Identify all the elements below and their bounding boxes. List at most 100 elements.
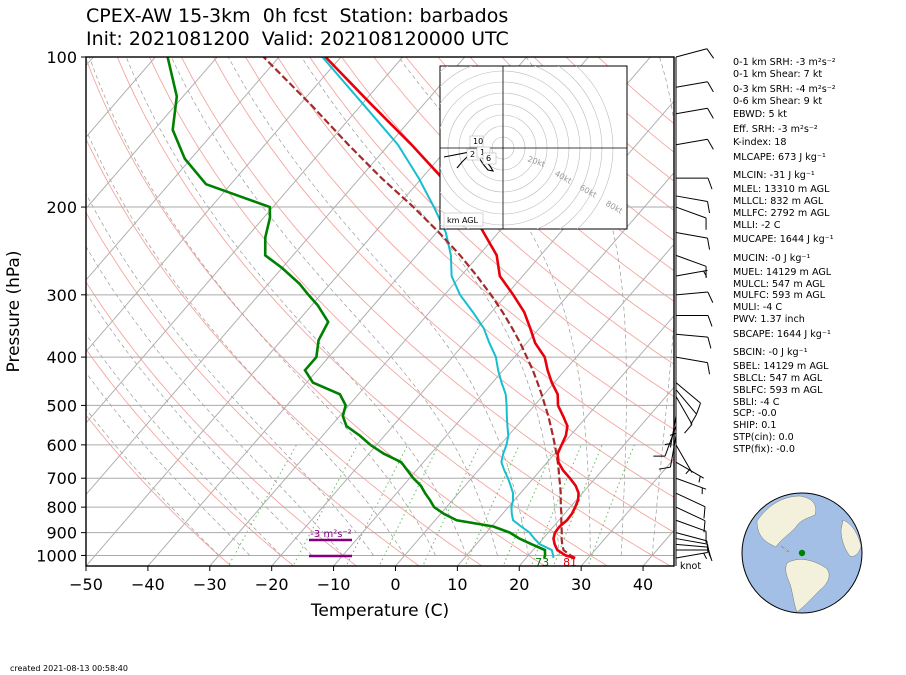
chart-title-line1: CPEX-AW 15-3km 0h fcst Station: barbados bbox=[86, 5, 509, 27]
barb-half-flag bbox=[685, 468, 691, 475]
index-line: MLCAPE: 673 J kg⁻¹ bbox=[733, 152, 826, 163]
globe-central-america bbox=[780, 545, 790, 553]
dewpoint-profile bbox=[166, 57, 547, 559]
index-line: 0-6 km Shear: 9 kt bbox=[733, 96, 823, 107]
mixing-ratio-line bbox=[587, 444, 635, 566]
barb-staff bbox=[675, 389, 697, 415]
barb-flag bbox=[684, 423, 693, 434]
wind-barb bbox=[675, 477, 707, 495]
isotherm bbox=[86, 57, 280, 281]
index-line: MULI: -4 C bbox=[733, 302, 783, 313]
index-line: SBEL: 14129 m AGL bbox=[733, 361, 829, 372]
barb-staff bbox=[675, 81, 708, 88]
barb-flag bbox=[696, 402, 701, 415]
isotherm bbox=[86, 57, 156, 138]
dry-adiabat bbox=[86, 211, 420, 566]
hodograph-height-label: 6 bbox=[486, 154, 491, 163]
wind-barb bbox=[675, 461, 704, 483]
mixing-ratio-line bbox=[553, 444, 603, 566]
barb-flag bbox=[706, 540, 709, 553]
x-tick-label: −20 bbox=[255, 575, 289, 594]
wind-barb bbox=[675, 269, 708, 277]
barb-staff bbox=[675, 206, 707, 219]
index-line: EBWD: 5 kt bbox=[733, 109, 787, 120]
wind-barb bbox=[669, 405, 677, 438]
index-line: SBLCL: 547 m AGL bbox=[733, 373, 823, 384]
barb-half-flag bbox=[669, 432, 677, 436]
y-tick-label: 1000 bbox=[36, 546, 77, 565]
dry-adiabat bbox=[86, 348, 295, 566]
wind-barb bbox=[675, 107, 714, 119]
moist-adiabat bbox=[86, 129, 405, 556]
plot-frame bbox=[85, 56, 675, 567]
wind-barb bbox=[675, 519, 707, 543]
index-line: STP(cin): 0.0 bbox=[733, 432, 794, 443]
wind-barb bbox=[675, 492, 706, 519]
moist-adiabat bbox=[86, 408, 220, 556]
mixing-ratio-line bbox=[292, 444, 359, 566]
barb-staff bbox=[675, 195, 708, 202]
index-line: MLLI: -2 C bbox=[733, 220, 781, 231]
hodograph-height-label: 2 bbox=[470, 150, 475, 159]
wind-barb bbox=[675, 382, 701, 415]
hodograph-height-label: 10 bbox=[473, 137, 483, 146]
barb-staff bbox=[675, 444, 693, 473]
barb-flag bbox=[707, 315, 713, 327]
moist-adiabat bbox=[301, 57, 560, 556]
wind-barb bbox=[664, 415, 677, 448]
y-tick-label: 700 bbox=[46, 469, 77, 488]
index-line: MLCIN: -31 J kg⁻¹ bbox=[733, 170, 815, 181]
barb-flag bbox=[707, 362, 711, 375]
barb-half-flag bbox=[664, 443, 672, 445]
wind-barb bbox=[675, 254, 707, 278]
created-timestamp: created 2021-08-13 00:58:40 bbox=[10, 664, 128, 673]
y-tick-label: 800 bbox=[46, 498, 77, 517]
index-line: 0-1 km SRH: -3 m²s⁻² bbox=[733, 57, 836, 68]
wind-barb bbox=[675, 48, 715, 59]
y-tick-label: 900 bbox=[46, 524, 77, 543]
moist-adiabat bbox=[86, 371, 251, 556]
barb-flag bbox=[707, 107, 714, 119]
wind-barb bbox=[658, 435, 677, 470]
mixing-ratio-line bbox=[378, 444, 440, 566]
index-line: MUCIN: -0 J kg⁻¹ bbox=[733, 253, 811, 264]
moist-adiabat bbox=[86, 245, 343, 556]
isotherm bbox=[86, 57, 218, 210]
wind-barb bbox=[675, 396, 693, 434]
wind-units-label: knot bbox=[680, 561, 701, 572]
y-tick-label: 200 bbox=[46, 198, 77, 217]
y-tick-label: 100 bbox=[46, 48, 77, 67]
barb-staff bbox=[675, 333, 708, 338]
station-marker bbox=[798, 549, 806, 557]
x-tick-label: −40 bbox=[131, 575, 165, 594]
mixing-ratio-line bbox=[227, 444, 297, 566]
wind-barb bbox=[675, 551, 708, 559]
barb-flag bbox=[707, 201, 711, 214]
dry-adiabat bbox=[181, 57, 674, 533]
index-line: MULCL: 547 m AGL bbox=[733, 279, 825, 290]
barb-flag bbox=[707, 336, 712, 349]
surface-dewpoint-label: 73 bbox=[535, 556, 549, 569]
hodograph-legend: km AGL bbox=[447, 216, 479, 225]
index-line: SBCIN: -0 J kg⁻¹ bbox=[733, 347, 808, 358]
index-line: SBLI: -4 C bbox=[733, 397, 780, 408]
index-line: MLLFC: 2792 m AGL bbox=[733, 208, 830, 219]
barb-staff bbox=[669, 435, 677, 468]
isotherm bbox=[86, 57, 466, 496]
wind-barb bbox=[675, 138, 714, 150]
wind-barb bbox=[675, 444, 693, 475]
moist-adiabat bbox=[171, 57, 498, 556]
barb-staff bbox=[675, 269, 708, 277]
srh-label: -3 m²s⁻² bbox=[310, 529, 351, 540]
index-line: K-index: 18 bbox=[733, 137, 787, 148]
x-tick-label: 0 bbox=[390, 575, 400, 594]
wetbulb-profile bbox=[321, 57, 555, 559]
temperature-profile bbox=[324, 57, 580, 560]
wind-barb bbox=[675, 291, 714, 303]
index-line: MUCAPE: 1644 J kg⁻¹ bbox=[733, 234, 834, 245]
barb-flag bbox=[707, 138, 714, 150]
y-tick-label: 300 bbox=[46, 286, 77, 305]
moist-adiabat bbox=[86, 291, 313, 556]
